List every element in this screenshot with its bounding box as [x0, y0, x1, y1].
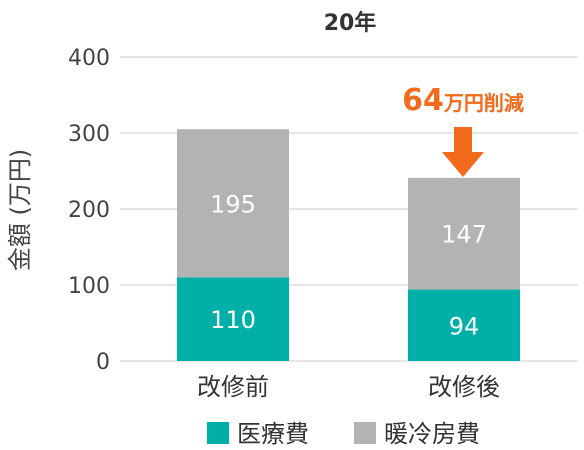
legend-label-医療費: 医療費 [237, 420, 309, 448]
legend: 医療費 暖冷房費 [207, 420, 480, 448]
bar-改修前-医療費 [177, 277, 289, 361]
y-tick-300: 300 [68, 122, 110, 147]
data-label-改修後-暖冷房費: 147 [441, 221, 487, 249]
y-axis-label: 金額 (万円) [6, 149, 34, 271]
svg-text:64万円削減: 64万円削減 [402, 83, 524, 118]
y-tick-100: 100 [68, 274, 110, 299]
down-arrow-icon [442, 127, 484, 177]
data-label-改修前-暖冷房費: 195 [210, 190, 256, 218]
x-tick-改修前: 改修前 [197, 373, 269, 401]
x-tick-改修後: 改修後 [428, 373, 500, 401]
bar-改修後-暖冷房費 [408, 177, 520, 290]
annotation-value: 64 [402, 83, 444, 118]
bar-改修後-医療費 [408, 289, 520, 361]
y-tick-400: 400 [68, 46, 110, 71]
data-label-改修前-医療費: 110 [210, 306, 256, 334]
data-label-改修後-医療費: 94 [449, 312, 480, 340]
x-axis-categories: 改修前 改修後 [197, 373, 500, 401]
bars: 110 195 94 147 [177, 129, 520, 361]
legend-label-暖冷房費: 暖冷房費 [384, 420, 480, 448]
y-tick-200: 200 [68, 198, 110, 223]
annotation-text: 万円削減 [443, 91, 524, 115]
y-tick-0: 0 [96, 350, 110, 375]
legend-swatch-医療費 [207, 422, 229, 444]
chart-title: 20年 [324, 10, 377, 36]
y-axis-ticks: 0 100 200 300 400 [68, 46, 110, 375]
bar-改修前-暖冷房費 [177, 129, 289, 278]
legend-swatch-暖冷房費 [354, 422, 376, 444]
reduction-annotation: 64万円削減 [402, 83, 524, 177]
